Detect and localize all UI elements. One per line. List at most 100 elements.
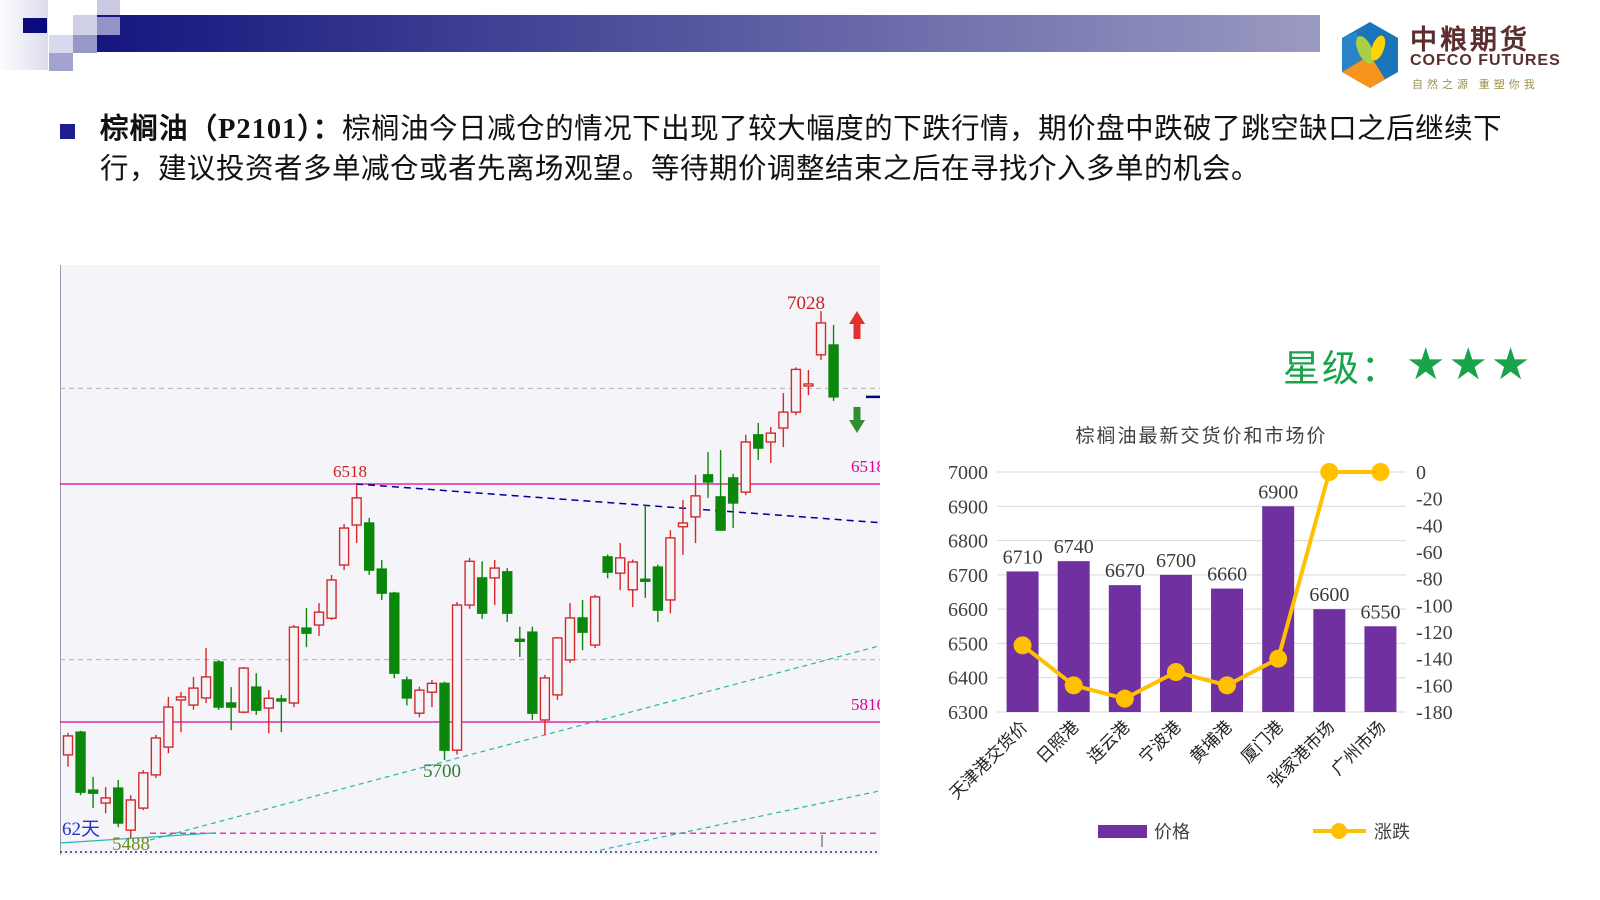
bullet-icon	[60, 124, 75, 139]
left-axis-tick-label: 6500	[948, 633, 988, 655]
bar-value-label: 6660	[1207, 564, 1247, 586]
category-label: 天津港交货价	[946, 717, 1032, 803]
line-point	[1269, 649, 1288, 668]
candle	[288, 626, 300, 704]
bar	[1364, 626, 1397, 712]
candle	[389, 592, 400, 674]
chart-label: 6518	[851, 457, 880, 476]
arrow-up-icon	[849, 311, 865, 339]
candle	[476, 577, 488, 614]
candle	[238, 667, 249, 713]
category-label: 黄埔港	[1186, 717, 1235, 766]
bar-value-label: 6740	[1054, 536, 1094, 558]
candle	[627, 561, 638, 591]
candle	[502, 571, 513, 614]
candle	[677, 522, 689, 528]
candle	[753, 434, 764, 449]
candle	[828, 344, 839, 398]
candle	[200, 676, 212, 699]
cofco-logo-mark-icon	[1342, 22, 1398, 88]
left-axis-tick-label: 6900	[948, 496, 988, 518]
candle	[527, 631, 538, 714]
candle	[138, 772, 149, 809]
legend-line-marker	[1331, 823, 1347, 839]
candle	[113, 787, 124, 824]
right-axis-tick-label: -160	[1416, 675, 1453, 697]
line-point	[1064, 676, 1083, 695]
candle	[62, 735, 74, 756]
line-point	[1115, 689, 1134, 708]
decor-square	[73, 15, 97, 35]
star-rating: 星级： ★★★	[1283, 338, 1533, 392]
candle	[740, 441, 751, 493]
category-label: 连云港	[1084, 717, 1133, 766]
left-axis-tick-label: 7000	[948, 462, 988, 484]
commentary-text: 棕榈油（P2101）：棕榈油今日减仓的情况下出现了较大幅度的下跌行情，期价盘中跌…	[100, 110, 1518, 190]
candle	[539, 677, 551, 721]
candle	[552, 637, 563, 696]
candle	[338, 527, 350, 566]
candle	[790, 368, 802, 413]
decor-square	[49, 35, 73, 53]
bar-value-label: 6600	[1309, 584, 1349, 606]
candle	[815, 322, 827, 356]
chart-label: 6518	[333, 462, 367, 481]
category-label: 日照港	[1033, 717, 1082, 766]
candle	[715, 496, 726, 531]
category-label: 广州市场	[1328, 717, 1390, 779]
candle	[150, 737, 162, 776]
candlestick-chart: 7028 6518 6518 5816 5700 5488 62天	[60, 265, 880, 855]
line-point	[1320, 463, 1339, 481]
right-axis-tick-label: 0	[1416, 462, 1426, 484]
candle	[364, 522, 375, 571]
candle	[276, 698, 287, 702]
arrow-down-icon	[849, 407, 865, 433]
candle	[564, 617, 576, 661]
decor-square	[73, 35, 97, 53]
logo-subtitle: COFCO FUTURES	[1410, 52, 1561, 69]
chart-label: 7028	[787, 293, 825, 314]
line-point	[1166, 663, 1185, 681]
candle	[602, 556, 613, 573]
candle	[640, 578, 651, 582]
candle	[125, 799, 136, 831]
candle	[263, 697, 275, 709]
right-axis-tick-label: -140	[1416, 649, 1453, 671]
candle	[414, 689, 425, 714]
bar	[1262, 506, 1295, 712]
line-point	[1013, 636, 1032, 655]
decor-gradient-bar	[96, 15, 1320, 52]
candle	[376, 568, 387, 594]
candle	[778, 411, 789, 429]
left-axis-tick-label: 6400	[948, 668, 988, 690]
candle	[690, 495, 701, 518]
decor-square	[97, 17, 120, 35]
candle	[426, 682, 438, 693]
right-axis-tick-label: -120	[1416, 622, 1453, 644]
left-axis-tick-label: 6600	[948, 599, 988, 621]
right-axis-tick-label: -100	[1416, 595, 1453, 617]
candle	[702, 474, 714, 483]
legend-line-label: 涨跌	[1374, 822, 1410, 842]
decor-square	[49, 53, 73, 71]
candle	[188, 687, 199, 706]
candle	[351, 497, 362, 526]
bar	[1159, 574, 1192, 712]
chart-label: 5700	[423, 761, 461, 782]
bar-line-chart: 棕榈油最新交货价和市场价 7000 6900 6800 6700 6600 6500 6400…	[946, 425, 1453, 842]
category-label: 宁波港	[1135, 717, 1184, 766]
logo-title: 中粮期货	[1410, 25, 1530, 55]
bar-value-label: 6700	[1156, 550, 1196, 572]
bar-value-label: 6550	[1360, 601, 1400, 623]
candle	[251, 686, 262, 711]
candle	[100, 797, 111, 804]
candle	[765, 432, 776, 443]
candle	[615, 557, 626, 574]
logo-tagline: 自然之源 重塑你我	[1412, 79, 1539, 91]
right-axis-tick-label: -20	[1416, 489, 1443, 511]
candle	[225, 702, 237, 708]
candle	[439, 682, 450, 751]
chart-label: 5488	[112, 834, 150, 855]
chart-label: 5816	[851, 695, 880, 714]
